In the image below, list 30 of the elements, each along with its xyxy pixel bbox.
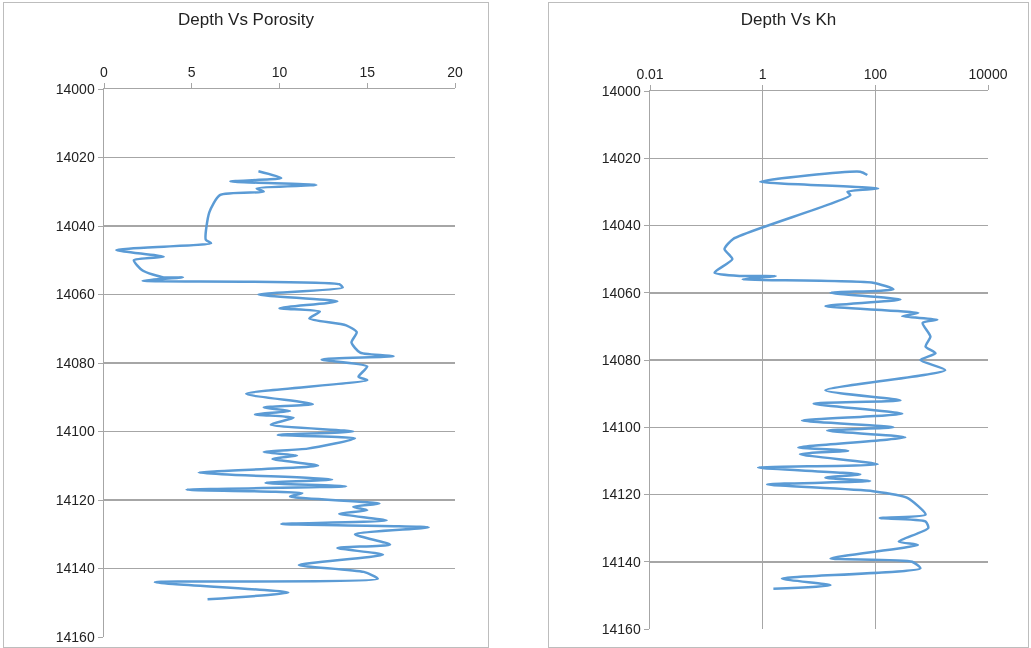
y-tick-label: 14100 — [55, 423, 95, 440]
y-tick-label: 14160 — [55, 628, 95, 645]
y-tick-label: 14140 — [601, 553, 641, 570]
y-tick-label: 14000 — [55, 80, 95, 97]
y-tick-label: 14080 — [55, 354, 95, 371]
y-tick-label: 14040 — [601, 217, 641, 234]
x-tick-label: 1 — [758, 65, 767, 82]
y-tick-label: 14080 — [601, 351, 641, 368]
x-tick-label: 0 — [100, 63, 109, 80]
x-tick-label: 20 — [447, 63, 463, 80]
x-tick-label: 5 — [187, 63, 196, 80]
x-tick-label: 10000 — [968, 65, 1008, 82]
x-tick-label: 0.01 — [636, 65, 664, 82]
y-tick-label: 14160 — [601, 620, 641, 637]
x-tick-label: 100 — [863, 65, 888, 82]
x-tick-label: 15 — [359, 63, 376, 80]
y-tick-label: 14100 — [601, 419, 641, 436]
x-tick-label: 10 — [271, 63, 288, 80]
y-tick-label: 14040 — [55, 217, 95, 234]
y-tick-label: 14060 — [55, 286, 95, 303]
y-tick-label: 14120 — [55, 491, 95, 508]
chart-title: Depth Vs Porosity — [177, 9, 315, 29]
y-tick-label: 14020 — [55, 149, 95, 166]
y-tick-label: 14120 — [601, 486, 641, 503]
y-tick-label: 14140 — [55, 560, 95, 577]
y-tick-label: 14060 — [601, 284, 641, 301]
line-series — [115, 169, 430, 601]
y-tick-label: 14000 — [601, 82, 641, 99]
chart-title: Depth Vs Kh — [740, 9, 837, 29]
y-tick-label: 14020 — [601, 150, 641, 167]
